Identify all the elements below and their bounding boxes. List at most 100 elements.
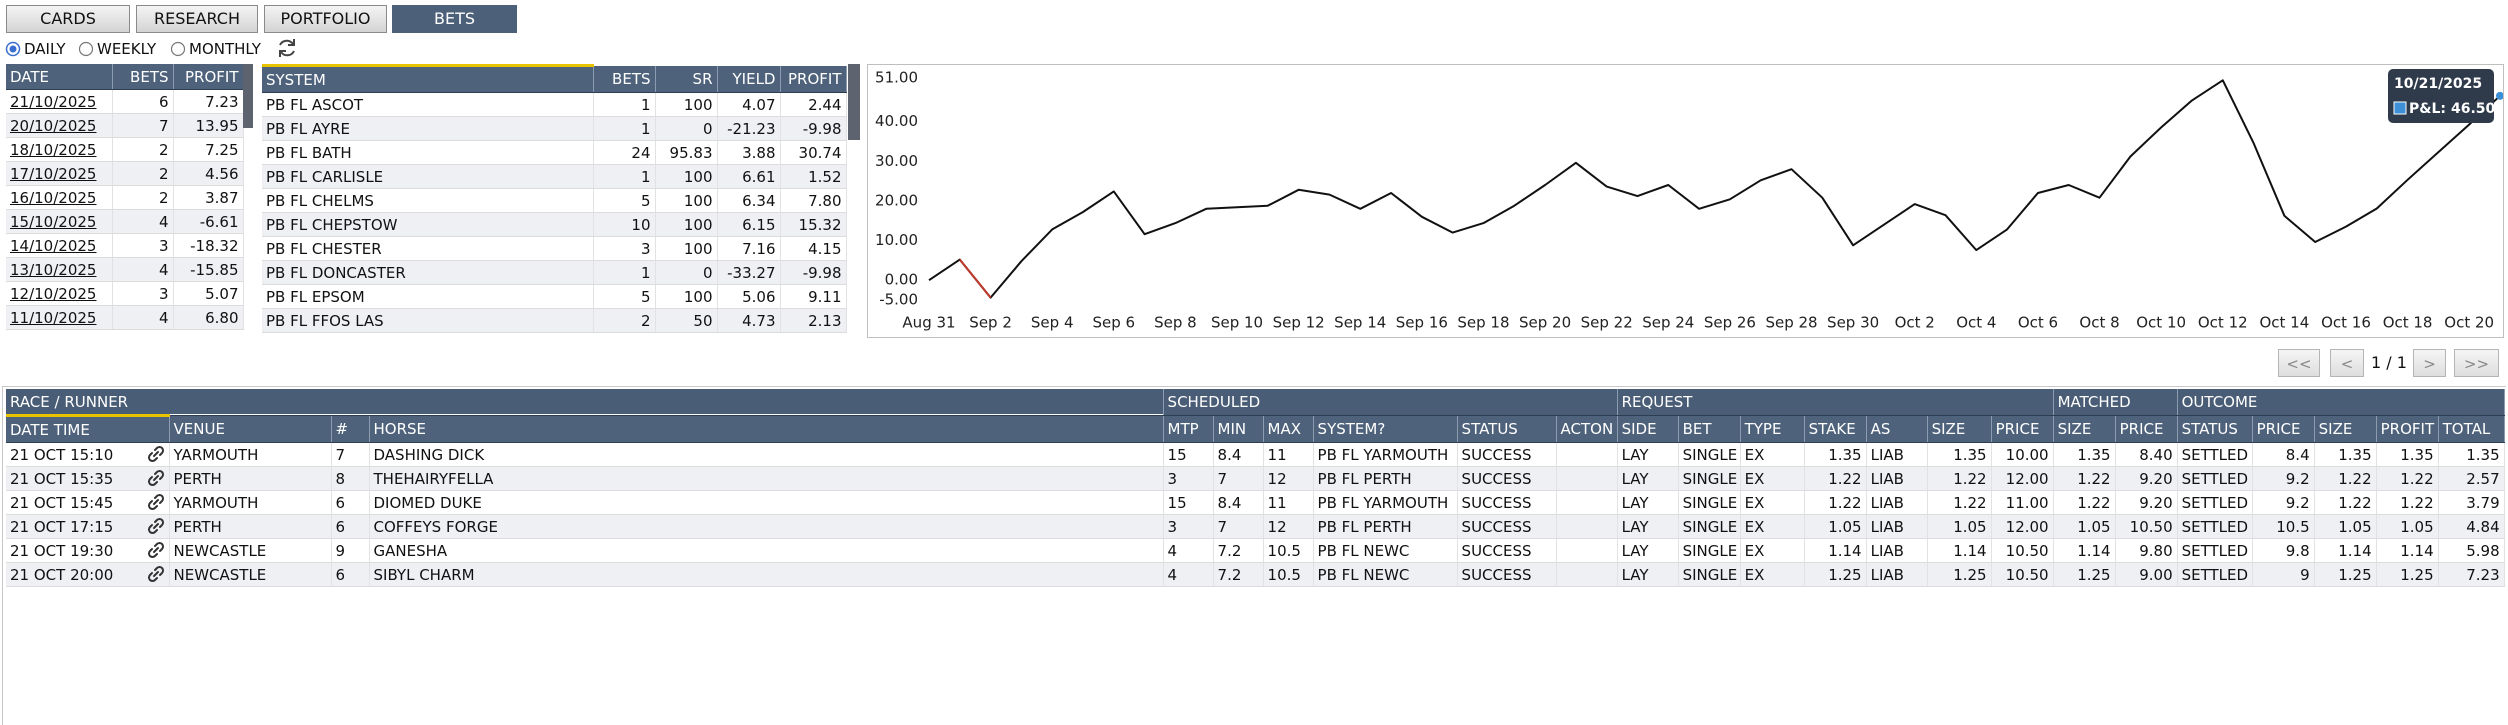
table-row: 12/10/2025 3 5.07 (6, 281, 244, 306)
table-cell: 3 (112, 233, 174, 258)
tab[interactable]: CARDS (6, 5, 130, 33)
link-icon[interactable] (147, 493, 165, 511)
table-cell: DASHING DICK (369, 442, 1164, 467)
column-header: STATUS (2177, 415, 2253, 443)
table-cell: 10.50 (1991, 562, 2054, 587)
table-cell: NEWCASTLE (169, 562, 332, 587)
table-cell: 3 (1163, 514, 1214, 539)
table-cell[interactable]: 15/10/2025 (6, 209, 113, 234)
table-row: 21 OCT 15:10 YARMOUTH 7 DASHING DICK 15 8.4 11… (6, 442, 2505, 467)
table-cell: EX (1740, 514, 1805, 539)
x-tick-label: Oct 8 (2079, 314, 2119, 332)
table-cell: 1 (593, 116, 656, 141)
table-cell[interactable]: 18/10/2025 (6, 137, 113, 162)
group-header: OUTCOME (2177, 389, 2505, 416)
column-header[interactable]: PROFIT (780, 65, 847, 93)
x-tick-label: Sep 2 (969, 314, 1012, 332)
tab-active[interactable]: BETS (392, 5, 517, 33)
table-cell[interactable]: 14/10/2025 (6, 233, 113, 258)
table-cell: 1.22 (2314, 490, 2377, 515)
table-cell[interactable]: 11/10/2025 (6, 305, 113, 330)
link-icon[interactable] (147, 469, 165, 487)
refresh-icon[interactable] (276, 37, 298, 59)
table-cell: 15 (1163, 490, 1214, 515)
scrollbar[interactable] (243, 64, 253, 128)
table-cell: SUCCESS (1457, 538, 1557, 563)
table-cell: SETTLED (2177, 490, 2253, 515)
column-header[interactable]: SR (655, 65, 718, 93)
table-cell: 1.35 (2314, 442, 2377, 467)
table-cell: LIAB (1866, 442, 1928, 467)
scrollbar[interactable] (848, 64, 860, 140)
table-cell: 1.25 (1927, 562, 1992, 587)
table-cell: 1.52 (780, 164, 847, 189)
table-cell: -21.23 (717, 116, 781, 141)
column-header[interactable]: PROFIT (173, 64, 244, 90)
table-cell: 10.5 (1263, 538, 1314, 563)
column-header[interactable]: YIELD (717, 65, 781, 93)
table-cell: 1 (593, 260, 656, 285)
column-header[interactable]: SYSTEM (262, 64, 594, 93)
tab[interactable]: PORTFOLIO (264, 5, 387, 33)
table-cell: 4 (1163, 562, 1214, 587)
table-cell: 1.05 (2376, 514, 2439, 539)
table-cell: 3 (112, 281, 174, 306)
table-cell: 6.61 (717, 164, 781, 189)
table-cell: SINGLE (1678, 538, 1741, 563)
table-row: 18/10/2025 2 7.25 (6, 137, 244, 162)
tab[interactable]: RESEARCH (136, 5, 258, 33)
table-row: PB FL ASCOT 1 100 4.07 2.44 (262, 92, 847, 117)
table-cell[interactable]: 13/10/2025 (6, 257, 113, 282)
table-row: PB FL DONCASTER 1 0 -33.27 -9.98 (262, 260, 847, 285)
table-cell[interactable]: 20/10/2025 (6, 113, 113, 138)
y-tick-label: 20.00 (875, 191, 918, 209)
table-cell: 10.00 (1991, 442, 2054, 467)
link-icon[interactable] (147, 565, 165, 583)
radio-option[interactable]: WEEKLY (78, 38, 156, 60)
link-shape (147, 493, 164, 511)
table-row: PB FL CHELMS 5 100 6.34 7.80 (262, 188, 847, 213)
table-cell: -15.85 (173, 257, 244, 282)
tooltip-title: 10/21/2025 (2394, 76, 2482, 92)
table-cell: SETTLED (2177, 562, 2253, 587)
hover-marker (2496, 91, 2503, 100)
table-cell: 24 (593, 140, 656, 165)
radio-checked (5, 41, 21, 57)
table-cell: EX (1740, 538, 1805, 563)
table-row: 15/10/2025 4 -6.61 (6, 209, 244, 234)
y-tick-label: -5.00 (879, 291, 918, 309)
table-cell[interactable]: 17/10/2025 (6, 161, 113, 186)
column-header[interactable]: DATE (6, 64, 113, 90)
table-row: PB FL EPSOM 5 100 5.06 9.11 (262, 284, 847, 309)
column-header[interactable]: BETS (593, 65, 656, 93)
negative-segment (959, 258, 992, 299)
radio-option[interactable]: DAILY (5, 38, 66, 60)
table-cell: 5.06 (717, 284, 781, 309)
pager-first[interactable]: << (2278, 349, 2320, 377)
tooltip-value: 46.50 (2451, 101, 2496, 117)
x-tick-label: Oct 6 (2018, 314, 2058, 332)
column-header[interactable]: BETS (112, 64, 174, 90)
x-tick-label: Oct 20 (2444, 314, 2494, 332)
table-cell: 10.50 (2115, 514, 2178, 539)
table-cell: 100 (655, 284, 718, 309)
radio-option[interactable]: MONTHLY (170, 38, 261, 60)
table-cell[interactable]: 21/10/2025 (6, 89, 113, 114)
pager-last[interactable]: >> (2454, 349, 2499, 377)
link-icon[interactable] (147, 517, 165, 535)
pager-prev[interactable]: < (2330, 349, 2364, 377)
column-header: VENUE (169, 415, 332, 443)
pager-next[interactable]: > (2413, 349, 2446, 377)
table-cell: 7 (331, 442, 370, 467)
table-cell: 1.22 (1804, 490, 1867, 515)
table-cell: -33.27 (717, 260, 781, 285)
column-header: PRICE (2252, 415, 2315, 443)
link-icon[interactable] (147, 445, 165, 463)
table-cell[interactable]: 12/10/2025 (6, 281, 113, 306)
table-cell: SIBYL CHARM (369, 562, 1164, 587)
table-cell: 10.5 (1263, 562, 1314, 587)
table-cell[interactable]: 16/10/2025 (6, 185, 113, 210)
x-tick-label: Sep 4 (1031, 314, 1074, 332)
link-icon[interactable] (147, 541, 165, 559)
column-header: DATE TIME (6, 414, 170, 443)
